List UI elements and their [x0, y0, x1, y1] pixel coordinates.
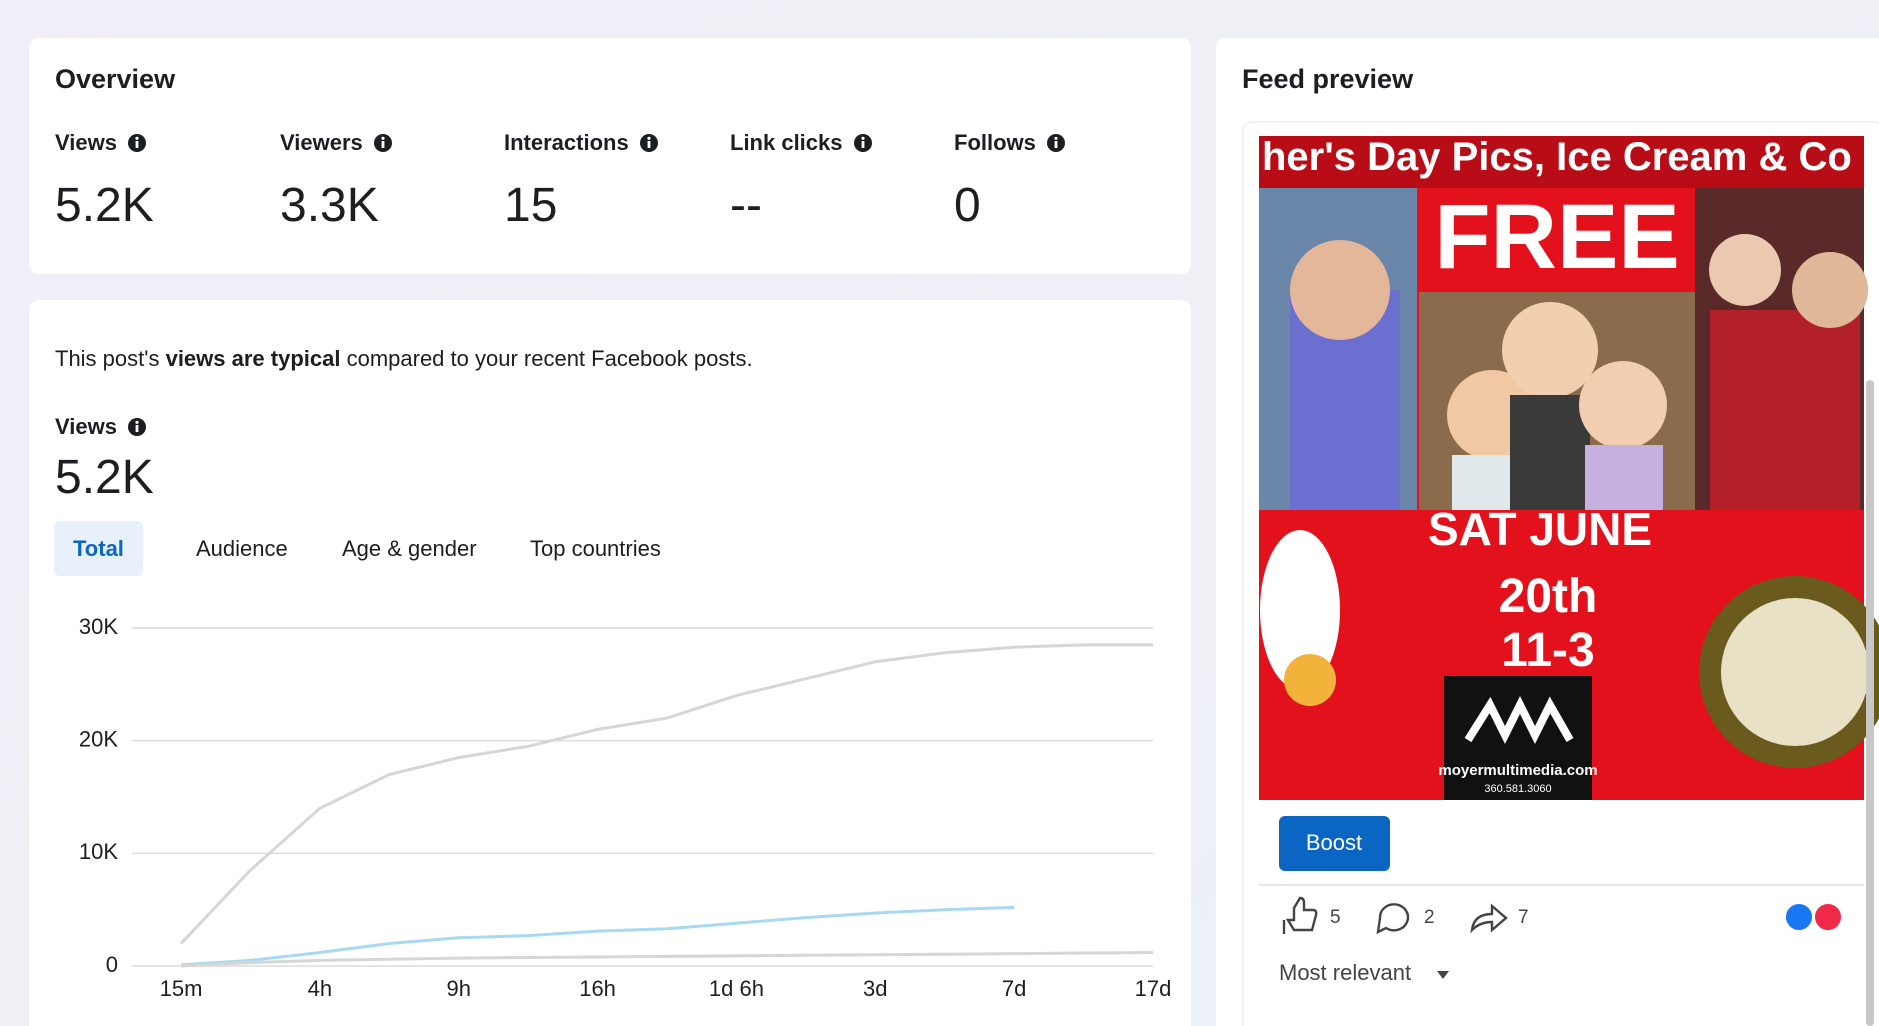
- poster-phone: 360.581.3060: [1484, 783, 1551, 795]
- tab[interactable]: Audience: [196, 536, 288, 561]
- label-text: Interactions: [504, 130, 629, 155]
- comment-count: 2: [1424, 907, 1435, 928]
- share-icon[interactable]: [1470, 903, 1508, 934]
- poster-site: moyermultimedia.com: [1438, 762, 1597, 779]
- x-tick-label: 15m: [160, 976, 203, 1001]
- overview-card: Overview Views 5.2K Viewers 3.3K Interaction…: [29, 38, 1191, 274]
- info-icon[interactable]: [373, 133, 393, 153]
- poster-banner: her's Day Pics, Ice Cream & Co: [1262, 135, 1852, 179]
- chart: 0 10K 20K 30K 15m 4h 9h 16h 1d 6h 3d 7d 17d: [79, 614, 1172, 1001]
- y-tick-label: 10K: [79, 839, 118, 864]
- label-text: Follows: [954, 130, 1036, 155]
- sort-label[interactable]: Most relevant: [1279, 960, 1411, 985]
- label-text: Views: [55, 414, 117, 439]
- info-icon[interactable]: [853, 133, 873, 153]
- comment-icon[interactable]: [1376, 903, 1410, 935]
- info-icon[interactable]: [1046, 133, 1066, 153]
- info-icon[interactable]: [127, 133, 147, 153]
- metric-label: Interactions: [504, 130, 659, 156]
- metric-label: Views: [55, 130, 147, 156]
- series-line: [180, 905, 1015, 967]
- metric-value: 5.2K: [55, 451, 154, 504]
- card-title: Feed preview: [1242, 64, 1414, 94]
- boost-label: Boost: [1306, 830, 1362, 855]
- boost-button[interactable]: [1279, 816, 1390, 871]
- metric-label: Link clicks: [730, 130, 873, 156]
- x-tick-label: 9h: [446, 976, 470, 1001]
- poster-time: 11-3: [1501, 624, 1594, 677]
- poster-date: SAT JUNE: [1428, 503, 1652, 555]
- x-tick-label: 16h: [579, 976, 616, 1001]
- tab[interactable]: Age & gender: [342, 536, 477, 561]
- series-line: [180, 951, 1154, 968]
- info-icon[interactable]: [639, 133, 659, 153]
- x-tick-label: 3d: [863, 976, 887, 1001]
- summary-text: compared to your recent Facebook posts.: [340, 346, 753, 371]
- x-tick-label: 17d: [1135, 976, 1172, 1001]
- y-tick-label: 0: [106, 952, 118, 977]
- y-tick-label: 20K: [79, 726, 118, 751]
- label-text: Viewers: [280, 130, 363, 155]
- metric-value: 15: [504, 179, 558, 232]
- tab[interactable]: Top countries: [530, 536, 661, 561]
- poster-free: FREE: [1434, 186, 1679, 288]
- poster-day: 20th: [1499, 570, 1598, 623]
- summary-text: This post's: [55, 346, 166, 371]
- summary-bold: views are typical: [165, 346, 341, 371]
- metric-label: Follows: [954, 130, 1066, 156]
- series-line: [179, 643, 1153, 945]
- card-title: Overview: [55, 64, 176, 94]
- metric-value: 0: [954, 179, 981, 232]
- love-reaction: [1813, 902, 1843, 932]
- tab[interactable]: Total: [54, 521, 143, 576]
- metric-value: 5.2K: [55, 179, 154, 232]
- poster: her's Day Pics, Ice Cream & Co FREE SAT …: [1259, 135, 1879, 800]
- x-tick-label: 4h: [308, 976, 332, 1001]
- like-icon[interactable]: [1282, 896, 1318, 934]
- x-tick-label: 1d 6h: [709, 976, 764, 1001]
- metric-value: --: [730, 179, 762, 232]
- info-icon[interactable]: [127, 417, 147, 437]
- metric-value: 3.3K: [280, 179, 379, 232]
- metric-label: Views: [55, 414, 147, 440]
- x-tick-label: 7d: [1002, 976, 1026, 1001]
- like-reaction: [1784, 902, 1814, 932]
- summary: This post's views are typical compared t…: [55, 346, 753, 372]
- scrollbar[interactable]: [1866, 380, 1874, 1026]
- views-card: This post's views are typical compared t…: [29, 300, 1191, 1026]
- y-tick-label: 30K: [79, 614, 118, 639]
- like-count: 5: [1330, 907, 1341, 928]
- share-count: 7: [1518, 907, 1529, 928]
- label-text: Link clicks: [730, 130, 843, 155]
- label-text: Views: [55, 130, 117, 155]
- metric-label: Viewers: [280, 130, 393, 156]
